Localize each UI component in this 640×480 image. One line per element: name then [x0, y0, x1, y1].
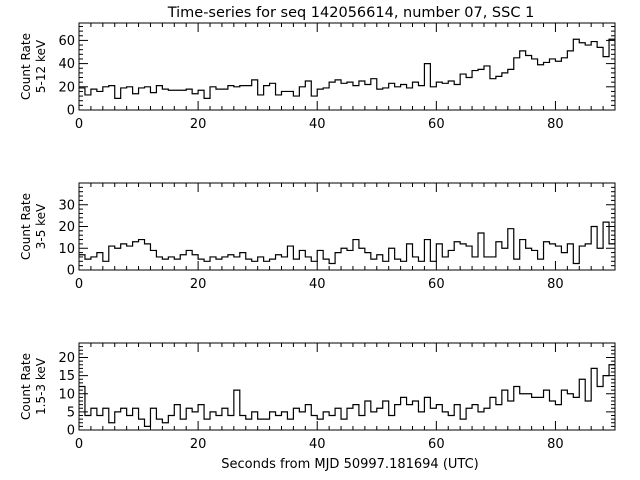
panel-3-y-label-band: 1.5-3 keV — [34, 357, 48, 415]
panel-1-frame — [78, 22, 616, 111]
panel-3-y-tick-label: 5 — [67, 405, 75, 420]
x-axis-label: Seconds from MJD 50997.181694 (UTC) — [221, 457, 479, 472]
panel-1-y-tick-label: 60 — [58, 34, 75, 49]
panel-3-x-tick-label: 0 — [75, 437, 83, 452]
panel-3-x-tick-label: 20 — [190, 437, 207, 452]
panel-1-x-tick-label: 60 — [428, 117, 445, 132]
panel-1-y-tick-label: 40 — [58, 57, 75, 72]
panel-1-x-tick-label: 40 — [309, 117, 326, 132]
panel-1-y-tick-label: 20 — [58, 80, 75, 95]
panel-2-y-tick-label: 20 — [58, 220, 75, 235]
panel-1-y-label-band: 5-12 keV — [34, 39, 48, 93]
panel-2-y-tick-label: 30 — [58, 198, 75, 213]
chart-title: Time-series for seq 142056614, number 07… — [167, 5, 535, 21]
panel-3-y-tick-label: 20 — [58, 351, 75, 366]
panel-3-x-tick-label: 80 — [547, 437, 564, 452]
panel-3-x-tick-label: 60 — [428, 437, 445, 452]
panel-2-series-line — [79, 204, 615, 265]
panel-2-x-tick-label: 0 — [75, 277, 83, 292]
panel-1-series-line — [79, 38, 615, 99]
panel-3-x-tick-label: 40 — [309, 437, 326, 452]
panel-3-y-tick-label: 0 — [67, 424, 75, 439]
panel-3-series-line — [79, 364, 615, 427]
panel-2-y-label-band: 3-5 keV — [34, 203, 48, 249]
panel-2-x-tick-label: 80 — [547, 277, 564, 292]
panel-1-x-tick-label: 0 — [75, 117, 83, 132]
panel-2-x-tick-label: 40 — [309, 277, 326, 292]
panel-1-y-label: Count Rate — [19, 33, 33, 100]
panel-3-y-tick-label: 10 — [58, 387, 75, 402]
panel-2-y-label: Count Rate — [19, 193, 33, 260]
panel-3-y-tick-label: 15 — [58, 369, 75, 384]
panel-2-x-tick-label: 60 — [428, 277, 445, 292]
panel-3-y-label: Count Rate — [19, 353, 33, 420]
panel-2-x-tick-label: 20 — [190, 277, 207, 292]
panel-2-y-tick-label: 0 — [67, 264, 75, 279]
panel-2-y-tick-label: 10 — [58, 242, 75, 257]
panel-1-x-tick-label: 20 — [190, 117, 207, 132]
panel-1-x-tick-label: 80 — [547, 117, 564, 132]
panel-1-y-tick-label: 0 — [67, 104, 75, 119]
